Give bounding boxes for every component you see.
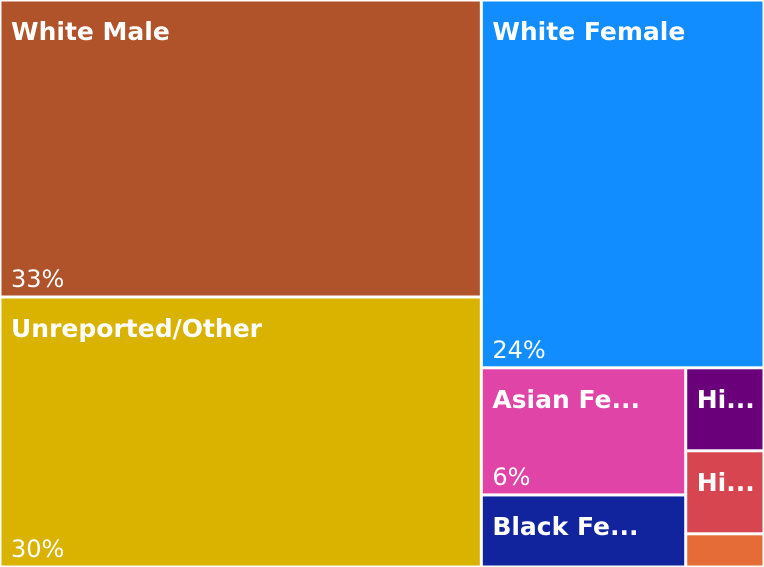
tile-label: Asian Fe...: [492, 385, 640, 414]
tile-value: 24%: [492, 336, 545, 364]
tile: [482, 496, 685, 566]
tile: [482, 1, 763, 367]
tile-value: 30%: [11, 535, 64, 563]
tile-label: White Male: [11, 17, 170, 46]
tile-label: Hi...: [697, 385, 755, 414]
tile: [1, 1, 480, 296]
tile-label: Hi...: [697, 468, 755, 497]
tile: [687, 452, 763, 533]
tile-label: Unreported/Other: [11, 314, 263, 343]
tile: [687, 535, 763, 566]
tile: [687, 369, 763, 450]
tile-label: Black Fe...: [492, 512, 638, 541]
tile-label: White Female: [492, 17, 685, 46]
tile-value: 33%: [11, 265, 64, 293]
tile-value: 6%: [492, 463, 530, 491]
tile: [1, 298, 480, 566]
tile: [482, 369, 685, 494]
